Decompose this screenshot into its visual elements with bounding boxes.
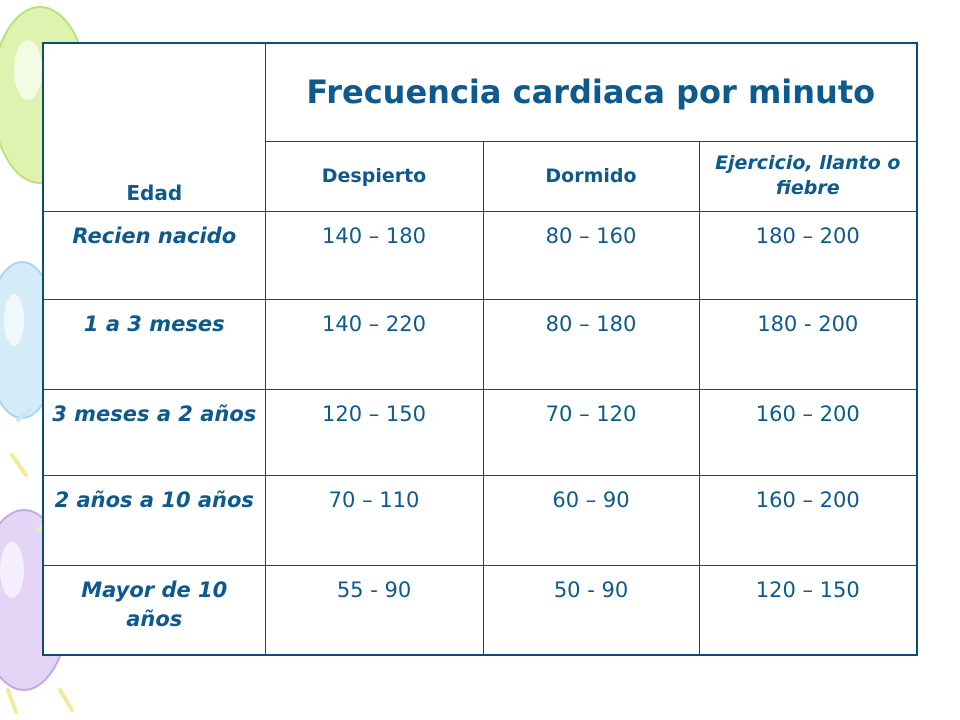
cell-ejercicio: 120 – 150	[698, 564, 918, 656]
heart-rate-table: Edad Frecuencia cardiaca por minuto Desp…	[42, 42, 918, 656]
cell-ejercicio: 160 – 200	[698, 388, 918, 476]
cell-ejercicio: 160 – 200	[698, 474, 918, 566]
cell-ejercicio: 180 – 200	[698, 210, 918, 300]
row-header-age: Recien nacido	[42, 210, 266, 300]
row-header-age: 2 años a 10 años	[42, 474, 266, 566]
edad-header: Edad	[42, 42, 266, 212]
column-header-ejercicio: Ejercicio, llanto o fiebre	[698, 140, 918, 212]
row-header-age: 3 meses a 2 años	[42, 388, 266, 476]
cell-dormido: 50 - 90	[482, 564, 700, 656]
row-header-age: 1 a 3 meses	[42, 298, 266, 390]
cell-despierto: 140 – 220	[264, 298, 484, 390]
table-title: Frecuencia cardiaca por minuto	[264, 42, 918, 142]
cell-dormido: 80 – 180	[482, 298, 700, 390]
cell-dormido: 70 – 120	[482, 388, 700, 476]
cell-dormido: 80 – 160	[482, 210, 700, 300]
cell-despierto: 70 – 110	[264, 474, 484, 566]
table-row: Recien nacido 140 – 180 80 – 160 180 – 2…	[42, 210, 918, 300]
cell-ejercicio: 180 - 200	[698, 298, 918, 390]
table-row: 1 a 3 meses 140 – 220 80 – 180 180 - 200	[42, 298, 918, 390]
cell-despierto: 120 – 150	[264, 388, 484, 476]
table-row: 2 años a 10 años 70 – 110 60 – 90 160 – …	[42, 474, 918, 566]
row-header-age: Mayor de 10 años	[42, 564, 266, 656]
table-row: Mayor de 10 años 55 - 90 50 - 90 120 – 1…	[42, 564, 918, 656]
column-header-dormido: Dormido	[482, 140, 700, 212]
column-header-despierto: Despierto	[264, 140, 484, 212]
cell-dormido: 60 – 90	[482, 474, 700, 566]
cell-despierto: 55 - 90	[264, 564, 484, 656]
cell-despierto: 140 – 180	[264, 210, 484, 300]
table-row: 3 meses a 2 años 120 – 150 70 – 120 160 …	[42, 388, 918, 476]
